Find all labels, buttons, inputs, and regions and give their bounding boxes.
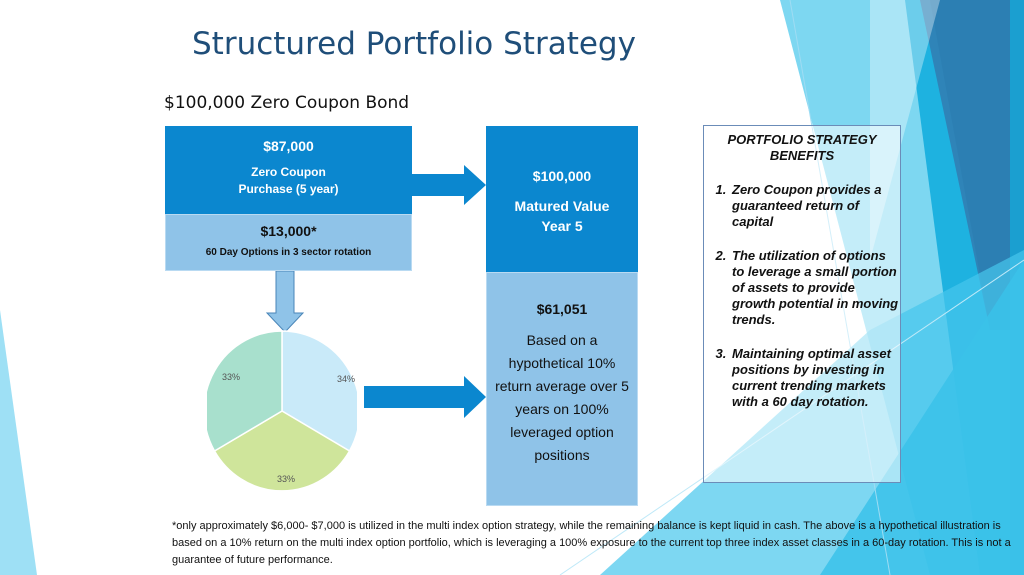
pie-label-sector-b: 33%	[277, 474, 296, 484]
benefit-item: Maintaining optimal asset positions by i…	[730, 346, 900, 410]
benefit-item: The utilization of options to leverage a…	[730, 248, 900, 328]
matured-value-box: $100,000 Matured Value Year 5	[486, 126, 638, 272]
matured-line1: Matured Value	[514, 198, 610, 214]
arrow-right-icon	[364, 376, 486, 418]
zero-coupon-line2: Purchase (5 year)	[238, 182, 339, 196]
options-amount: $13,000*	[260, 223, 317, 239]
sector-pie-chart	[207, 330, 357, 492]
benefits-panel: PORTFOLIO STRATEGY BENEFITS Zero Coupon …	[703, 125, 901, 483]
matured-amount: $100,000	[532, 168, 592, 184]
zero-coupon-line1: Zero Coupon	[251, 165, 326, 179]
slide-subtitle: $100,000 Zero Coupon Bond	[164, 93, 410, 113]
benefit-item: Zero Coupon provides a guaranteed return…	[730, 182, 900, 230]
arrow-right-icon	[412, 165, 486, 205]
zero-coupon-box: $87,000 Zero Coupon Purchase (5 year)	[165, 126, 412, 214]
benefits-heading: PORTFOLIO STRATEGY	[727, 132, 877, 147]
benefits-list: Zero Coupon provides a guaranteed return…	[704, 182, 900, 410]
options-box: $13,000* 60 Day Options in 3 sector rota…	[165, 214, 412, 271]
zero-coupon-amount: $87,000	[263, 138, 314, 154]
slide-title: Structured Portfolio Strategy	[192, 26, 636, 62]
projection-box: $61,051 Based on a hypothetical 10% retu…	[486, 272, 638, 506]
projection-amount: $61,051	[536, 301, 588, 317]
pie-label-sector-c: 33%	[222, 372, 241, 382]
matured-line2: Year 5	[541, 218, 583, 234]
disclaimer-text: *only approximately $6,000- $7,000 is ut…	[172, 520, 1011, 566]
projection-description: Based on a hypothetical 10% return avera…	[495, 332, 629, 463]
arrow-down-icon	[265, 271, 305, 333]
options-description: 60 Day Options in 3 sector rotation	[205, 247, 372, 258]
benefits-heading-sub: BENEFITS	[769, 148, 835, 163]
pie-label-sector-a: 34%	[337, 374, 356, 384]
